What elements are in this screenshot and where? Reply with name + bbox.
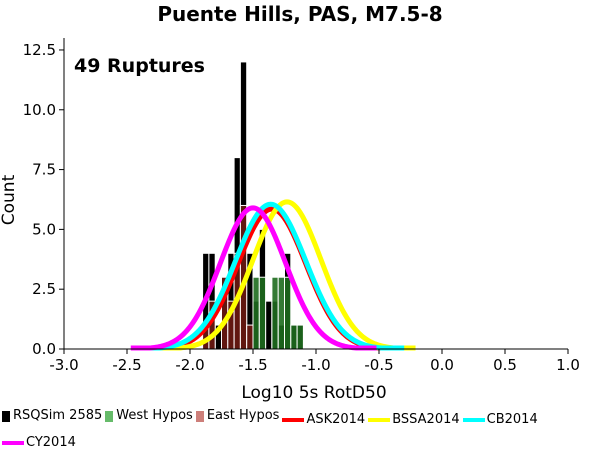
plot-background	[64, 38, 568, 349]
legend-swatch	[2, 440, 24, 445]
legend-swatch	[195, 410, 204, 422]
legend-item: West Hypos	[105, 405, 193, 427]
legend-swatch	[2, 410, 10, 422]
histogram-bar-west-hypos	[277, 276, 286, 350]
x-tick-label: 1.0	[556, 356, 580, 374]
legend-label: East Hypos	[206, 408, 280, 423]
histogram-bar-west-hypos	[290, 324, 298, 350]
legend-swatch	[282, 417, 305, 422]
x-tick-label: -2.5	[112, 356, 141, 374]
y-tick-label: 2.5	[32, 280, 56, 298]
x-axis-label: Log10 5s RotD50	[241, 383, 386, 403]
legend-item: East Hypos	[195, 405, 280, 427]
x-tick-label: -2.0	[175, 356, 204, 374]
legend-swatch	[368, 417, 391, 422]
legend-label: West Hypos	[116, 408, 193, 423]
x-tick-label: -0.5	[364, 356, 393, 374]
gmm-curve-cy2014	[129, 205, 378, 351]
plot-area: -3.0 -2.5 -2.0 -1.5 -1.0 -0.5 0.0 0.5 1.0 0.0 2.5 5…	[23, 38, 580, 374]
x-tick-label: -3.0	[49, 356, 78, 374]
y-tick-label: 5.0	[32, 220, 56, 238]
x-tick-label: 0.0	[430, 356, 454, 374]
y-tick-label: 0.0	[32, 340, 56, 358]
legend-label: ASK2014	[306, 411, 366, 427]
y-tick-label: 10.0	[23, 101, 56, 119]
histogram-bar-rsqsim	[265, 300, 273, 350]
legend-item: CY2014	[2, 432, 76, 454]
y-tick-label: 7.5	[32, 161, 56, 179]
y-tick-label: 12.5	[23, 41, 56, 59]
histogram-bar-east-hypos	[246, 324, 254, 350]
gmm-curve-bssa2014	[158, 199, 417, 351]
chart-title: Puente Hills, PAS, M7.5-8	[157, 2, 442, 26]
histogram-bar-west-hypos	[252, 276, 260, 350]
legend-label: RSQSim 2585	[13, 408, 103, 423]
legend-swatch	[105, 410, 114, 422]
x-tick-label: -1.0	[301, 356, 330, 374]
histogram-bar-west-hypos	[296, 324, 304, 350]
legend-label: CB2014	[486, 411, 538, 427]
y-axis-label: Count	[0, 174, 19, 225]
legend: RSQSim 2585 West Hypos East Hypos ASK2014 BS…	[2, 405, 598, 454]
legend-item: BSSA2014	[368, 409, 460, 431]
histogram-bar-west-hypos	[284, 276, 292, 350]
legend-item: CB2014	[462, 409, 538, 431]
histogram-bar-west-hypos	[258, 276, 267, 350]
chart-annotation: 49 Ruptures	[74, 55, 205, 77]
legend-item: RSQSim 2585	[2, 405, 102, 427]
gmm-curve-cb2014	[137, 201, 406, 351]
legend-label: CY2014	[26, 434, 76, 450]
x-tick-label: -1.5	[238, 356, 267, 374]
histogram-bar-west-hypos	[271, 276, 279, 350]
legend-swatch	[462, 417, 485, 422]
legend-item: ASK2014	[282, 409, 365, 431]
legend-label: BSSA2014	[392, 411, 460, 427]
x-tick-label: 0.5	[493, 356, 517, 374]
